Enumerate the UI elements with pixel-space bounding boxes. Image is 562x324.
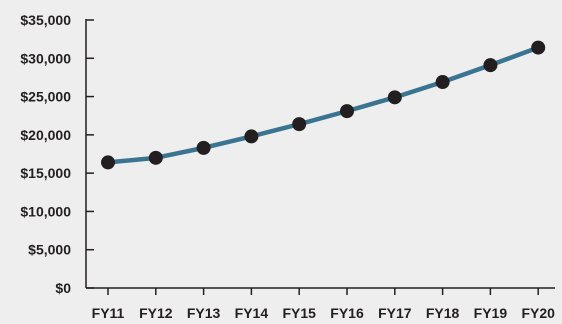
- x-tick-label: FY12: [139, 305, 173, 321]
- data-point: [244, 129, 259, 144]
- series-layer: [101, 40, 546, 170]
- x-tick-label: FY16: [330, 305, 364, 321]
- x-tick-label: FY14: [235, 305, 269, 321]
- data-point: [435, 75, 450, 90]
- x-tick-label: FY20: [521, 305, 555, 321]
- x-tick-label: FY15: [282, 305, 316, 321]
- x-tick-label: FY11: [92, 305, 125, 321]
- y-tick-label: $30,000: [20, 50, 71, 66]
- y-tick-label: $0: [55, 280, 71, 296]
- y-tick-label: $25,000: [20, 89, 71, 105]
- y-tick-label: $10,000: [20, 203, 71, 219]
- x-tick-label: FY18: [426, 305, 460, 321]
- y-tick-label: $20,000: [20, 127, 71, 143]
- data-point: [340, 104, 354, 119]
- data-point: [292, 117, 307, 132]
- y-tick-label: $5,000: [28, 242, 71, 258]
- x-tick-label: FY13: [187, 305, 221, 321]
- axes: [85, 19, 555, 289]
- data-point: [101, 155, 115, 170]
- y-axis-ticks: $0 $5,000 $10,000 $15,000 $20,000 $25,000 $30,…: [20, 12, 94, 296]
- series-line: [105, 45, 541, 165]
- data-point: [531, 40, 546, 55]
- x-tick-label: FY19: [474, 305, 508, 321]
- y-tick-label: $35,000: [20, 12, 71, 28]
- y-tick-label: $15,000: [20, 165, 71, 181]
- x-tick-label: FY17: [378, 305, 412, 321]
- data-point: [196, 140, 211, 155]
- x-axis-ticks: FY11 FY12 FY13 FY14 FY15 FY16 FY17 FY18 FY19 FY20: [92, 288, 555, 321]
- data-point: [483, 58, 498, 73]
- data-point: [148, 150, 163, 165]
- data-point: [387, 90, 402, 105]
